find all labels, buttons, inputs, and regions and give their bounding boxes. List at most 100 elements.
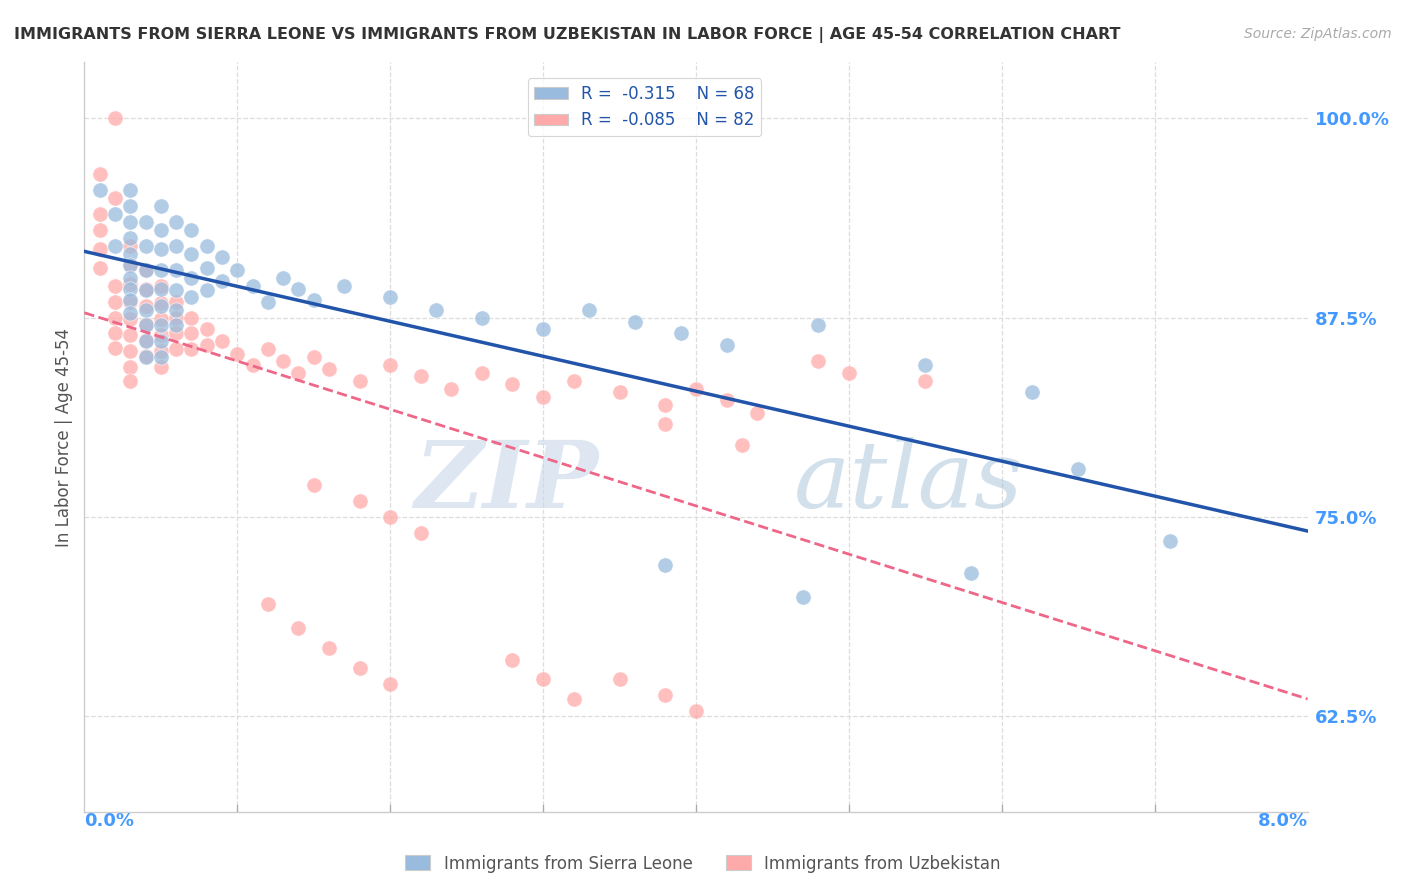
Point: [89, 223, 111, 237]
Point: [195, 284, 218, 298]
Point: [226, 347, 249, 361]
Point: [349, 661, 371, 675]
Point: [562, 374, 585, 388]
Point: [578, 302, 600, 317]
Point: [302, 293, 325, 307]
Point: [960, 566, 983, 580]
Point: [149, 359, 172, 374]
Text: Source: ZipAtlas.com: Source: ZipAtlas.com: [1244, 27, 1392, 41]
Point: [104, 294, 127, 309]
Point: [562, 691, 585, 706]
Point: [211, 274, 233, 288]
Point: [669, 326, 692, 341]
Point: [120, 183, 142, 197]
Point: [104, 112, 127, 126]
Point: [302, 478, 325, 492]
Point: [195, 337, 218, 351]
Point: [242, 359, 264, 373]
Text: ZIP: ZIP: [413, 437, 598, 527]
Point: [380, 359, 402, 373]
Point: [349, 493, 371, 508]
Point: [149, 296, 172, 310]
Point: [195, 261, 218, 276]
Point: [349, 374, 371, 388]
Point: [135, 239, 157, 253]
Point: [1159, 533, 1181, 548]
Point: [120, 277, 142, 291]
Point: [380, 677, 402, 691]
Point: [149, 299, 172, 313]
Point: [135, 262, 157, 277]
Point: [318, 640, 340, 655]
Point: [165, 343, 187, 357]
Point: [149, 318, 172, 333]
Point: [149, 334, 172, 349]
Text: atlas: atlas: [794, 437, 1024, 527]
Point: [609, 673, 631, 687]
Point: [531, 673, 554, 687]
Point: [149, 262, 172, 277]
Point: [380, 290, 402, 304]
Point: [89, 261, 111, 276]
Point: [271, 270, 294, 285]
Point: [165, 262, 187, 277]
Point: [318, 361, 340, 376]
Point: [409, 369, 432, 384]
Point: [120, 258, 142, 272]
Point: [380, 509, 402, 524]
Point: [333, 278, 356, 293]
Point: [257, 294, 280, 309]
Point: [257, 343, 280, 357]
Point: [226, 262, 249, 277]
Point: [135, 282, 157, 296]
Point: [654, 398, 676, 412]
Point: [409, 525, 432, 540]
Point: [654, 417, 676, 432]
Point: [135, 351, 157, 365]
Text: IMMIGRANTS FROM SIERRA LEONE VS IMMIGRANTS FROM UZBEKISTAN IN LABOR FORCE | AGE : IMMIGRANTS FROM SIERRA LEONE VS IMMIGRAN…: [14, 27, 1121, 43]
Point: [120, 312, 142, 326]
Point: [716, 337, 738, 351]
Text: 0.0%: 0.0%: [84, 812, 135, 830]
Point: [135, 318, 157, 333]
Point: [165, 215, 187, 229]
Point: [838, 367, 860, 381]
Point: [120, 258, 142, 272]
Point: [89, 167, 111, 181]
Point: [716, 393, 738, 408]
Point: [135, 215, 157, 229]
Point: [531, 390, 554, 404]
Point: [149, 278, 172, 293]
Point: [180, 270, 202, 285]
Point: [731, 438, 754, 452]
Point: [120, 306, 142, 320]
Point: [807, 353, 830, 368]
Point: [120, 239, 142, 253]
Point: [165, 302, 187, 317]
Point: [120, 328, 142, 343]
Point: [120, 215, 142, 229]
Point: [135, 262, 157, 277]
Point: [89, 183, 111, 197]
Point: [242, 278, 264, 293]
Point: [149, 223, 172, 237]
Point: [135, 317, 157, 331]
Legend: Immigrants from Sierra Leone, Immigrants from Uzbekistan: Immigrants from Sierra Leone, Immigrants…: [399, 848, 1007, 880]
Point: [195, 239, 218, 253]
Point: [120, 343, 142, 358]
Point: [104, 278, 127, 293]
Point: [471, 367, 494, 381]
Point: [654, 689, 676, 703]
Point: [624, 315, 647, 329]
Point: [257, 598, 280, 612]
Point: [135, 334, 157, 349]
Point: [135, 349, 157, 363]
Text: 8.0%: 8.0%: [1257, 812, 1308, 830]
Point: [807, 318, 830, 333]
Point: [180, 246, 202, 260]
Point: [180, 343, 202, 357]
Point: [502, 653, 524, 667]
Point: [149, 351, 172, 365]
Point: [104, 310, 127, 325]
Point: [425, 302, 447, 317]
